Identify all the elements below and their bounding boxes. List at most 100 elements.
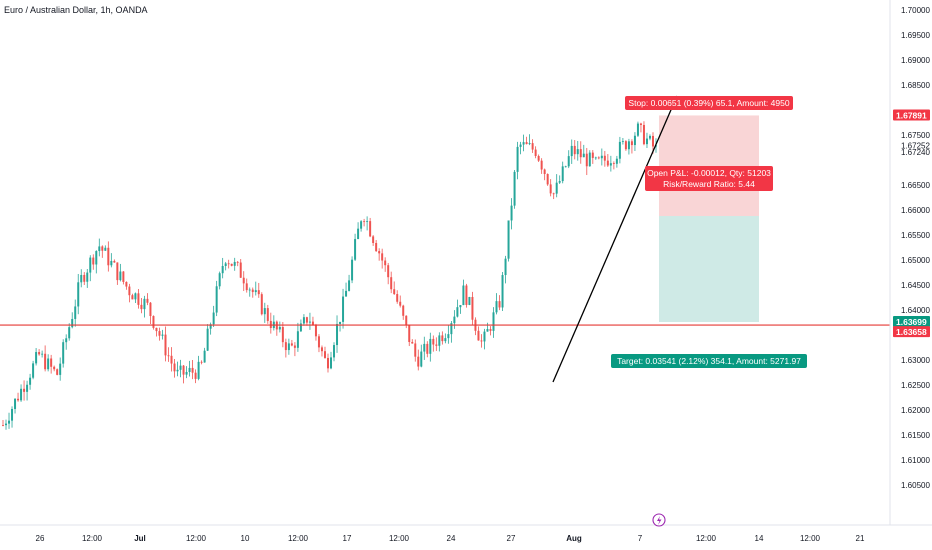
candle-body bbox=[342, 296, 345, 322]
candle-body bbox=[326, 357, 329, 369]
candle-body bbox=[429, 338, 432, 354]
candle-body bbox=[278, 327, 281, 330]
candle-body bbox=[651, 135, 654, 147]
candle-body bbox=[588, 152, 591, 167]
candle-body bbox=[314, 325, 317, 337]
candle-body bbox=[504, 258, 507, 276]
time-tick-label: 12:00 bbox=[82, 534, 103, 543]
price-tag-label: 1.63699 bbox=[896, 317, 927, 327]
target-zone bbox=[659, 216, 759, 322]
time-tick-label: 17 bbox=[343, 534, 352, 543]
candle-body bbox=[17, 398, 20, 401]
candle-body bbox=[116, 262, 119, 281]
candle-body bbox=[107, 247, 110, 266]
candle-body bbox=[396, 294, 399, 302]
candle-body bbox=[540, 160, 543, 170]
price-tag bbox=[893, 326, 930, 338]
candle-body bbox=[579, 149, 582, 158]
candle-body bbox=[570, 145, 573, 157]
candle-body bbox=[227, 263, 230, 265]
candle-body bbox=[621, 141, 624, 142]
candle-body bbox=[143, 298, 146, 310]
candle-body bbox=[23, 388, 26, 392]
candle-body bbox=[284, 342, 287, 351]
candle-body bbox=[251, 289, 254, 293]
candle-body bbox=[534, 149, 537, 156]
candle-body bbox=[38, 352, 41, 355]
candle-body bbox=[531, 143, 534, 150]
candle-body bbox=[185, 371, 188, 375]
price-tick-label: 1.69000 bbox=[901, 56, 930, 65]
candle-body bbox=[245, 283, 248, 291]
candle-body bbox=[266, 308, 269, 321]
candle-body bbox=[68, 327, 71, 339]
price-tick-label: 1.64500 bbox=[901, 281, 930, 290]
candle-body bbox=[426, 343, 429, 354]
candle-body bbox=[624, 141, 627, 150]
candle-body bbox=[170, 355, 173, 364]
candle-body bbox=[336, 323, 339, 346]
candle-body bbox=[194, 372, 197, 379]
candle-body bbox=[161, 334, 164, 336]
candle-body bbox=[636, 123, 639, 136]
candle-body bbox=[471, 296, 474, 320]
time-tick-label: 12:00 bbox=[696, 534, 717, 543]
candle-body bbox=[149, 302, 152, 317]
candle-body bbox=[618, 141, 621, 159]
target-label-text: Target: 0.03541 (2.12%) 354.1, Amount: 5… bbox=[617, 356, 801, 366]
candle-body bbox=[308, 321, 311, 323]
candle-body bbox=[98, 246, 101, 252]
candle-body bbox=[29, 377, 32, 385]
candle-body bbox=[167, 355, 170, 357]
candle-body bbox=[414, 343, 417, 357]
pnl-label-text: Risk/Reward Ratio: 5.44 bbox=[663, 179, 755, 189]
candle-body bbox=[432, 338, 435, 345]
candle-body bbox=[176, 369, 179, 372]
candle-body bbox=[182, 365, 185, 375]
price-axis[interactable]: 1.700001.695001.690001.685001.675001.672… bbox=[889, 0, 930, 525]
trend-line bbox=[552, 95, 678, 383]
candle-body bbox=[489, 329, 492, 331]
candle-body bbox=[393, 289, 396, 295]
candle-body bbox=[648, 135, 651, 139]
candle-body bbox=[576, 149, 579, 155]
candle-body bbox=[501, 275, 504, 308]
candle-body bbox=[423, 343, 426, 352]
candle-body bbox=[263, 308, 266, 315]
pnl-label-box bbox=[645, 166, 773, 191]
candle-body bbox=[495, 301, 498, 313]
candle-body bbox=[480, 340, 483, 342]
candle-body bbox=[293, 345, 296, 348]
position-labels: Stop: 0.00651 (0.39%) 65.1, Amount: 4950… bbox=[611, 96, 807, 368]
candle-body bbox=[513, 171, 516, 206]
candle-body bbox=[639, 123, 642, 125]
candle-body bbox=[387, 265, 390, 278]
time-axis[interactable]: 26 12:00 Jul 12:00 10 12:00 17 12:00 24 27 Aug 7 12:… bbox=[0, 513, 932, 543]
candle-body bbox=[510, 205, 513, 221]
candle-body bbox=[89, 257, 92, 273]
candle-body bbox=[320, 347, 323, 352]
candle-body bbox=[345, 290, 348, 297]
candle-body bbox=[552, 193, 555, 195]
candle-body bbox=[35, 352, 38, 364]
candle-body bbox=[438, 335, 441, 346]
candle-body bbox=[585, 153, 588, 167]
candle-body bbox=[203, 350, 206, 363]
candle-body bbox=[630, 141, 633, 146]
candle-body bbox=[372, 236, 375, 243]
candle-body bbox=[155, 327, 158, 332]
candle-body bbox=[317, 336, 320, 348]
candle-body bbox=[447, 334, 450, 339]
candle-body bbox=[405, 315, 408, 325]
candle-body bbox=[498, 301, 501, 308]
candle-body bbox=[366, 221, 369, 222]
lightning-bolt bbox=[657, 516, 662, 525]
candle-body bbox=[20, 388, 23, 401]
candle-body bbox=[83, 274, 86, 282]
price-tick-label: 1.61000 bbox=[901, 456, 930, 465]
candle-body bbox=[113, 260, 116, 263]
candle-body bbox=[290, 343, 293, 346]
candle-body bbox=[492, 312, 495, 331]
candle-body bbox=[408, 324, 411, 342]
